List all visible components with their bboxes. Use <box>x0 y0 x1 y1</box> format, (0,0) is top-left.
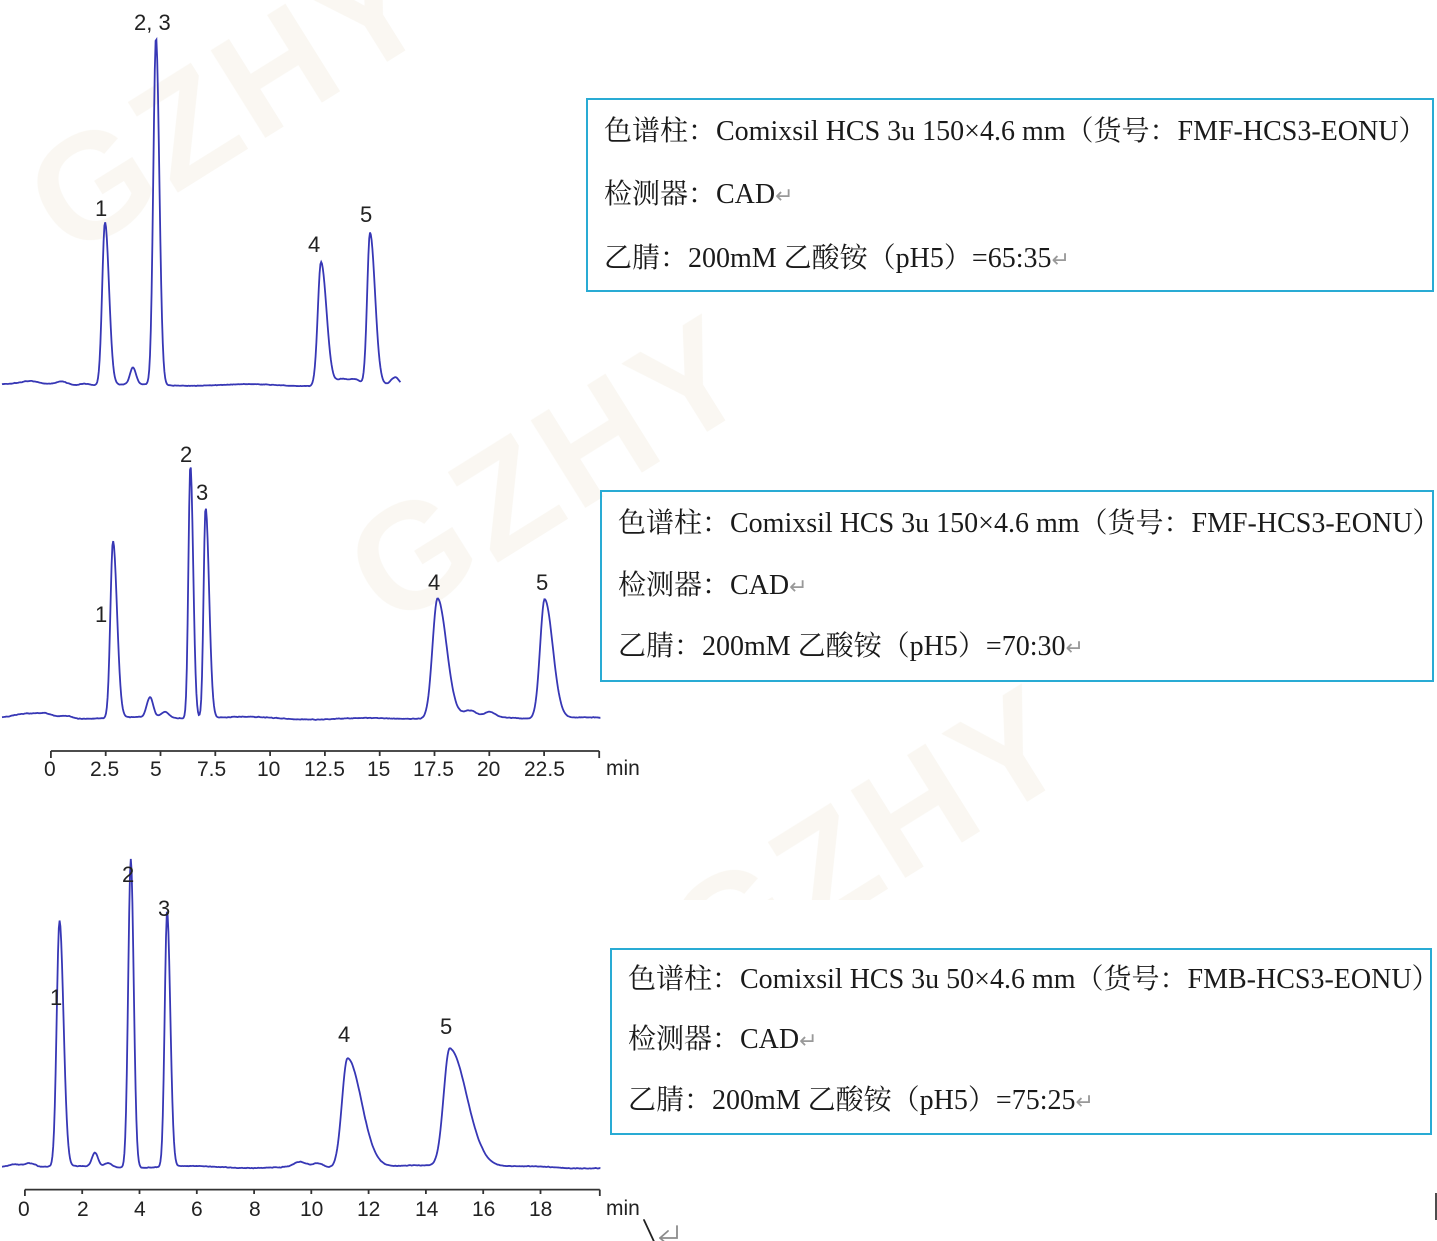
svg-text:GZHY: GZHY <box>638 651 1101 900</box>
